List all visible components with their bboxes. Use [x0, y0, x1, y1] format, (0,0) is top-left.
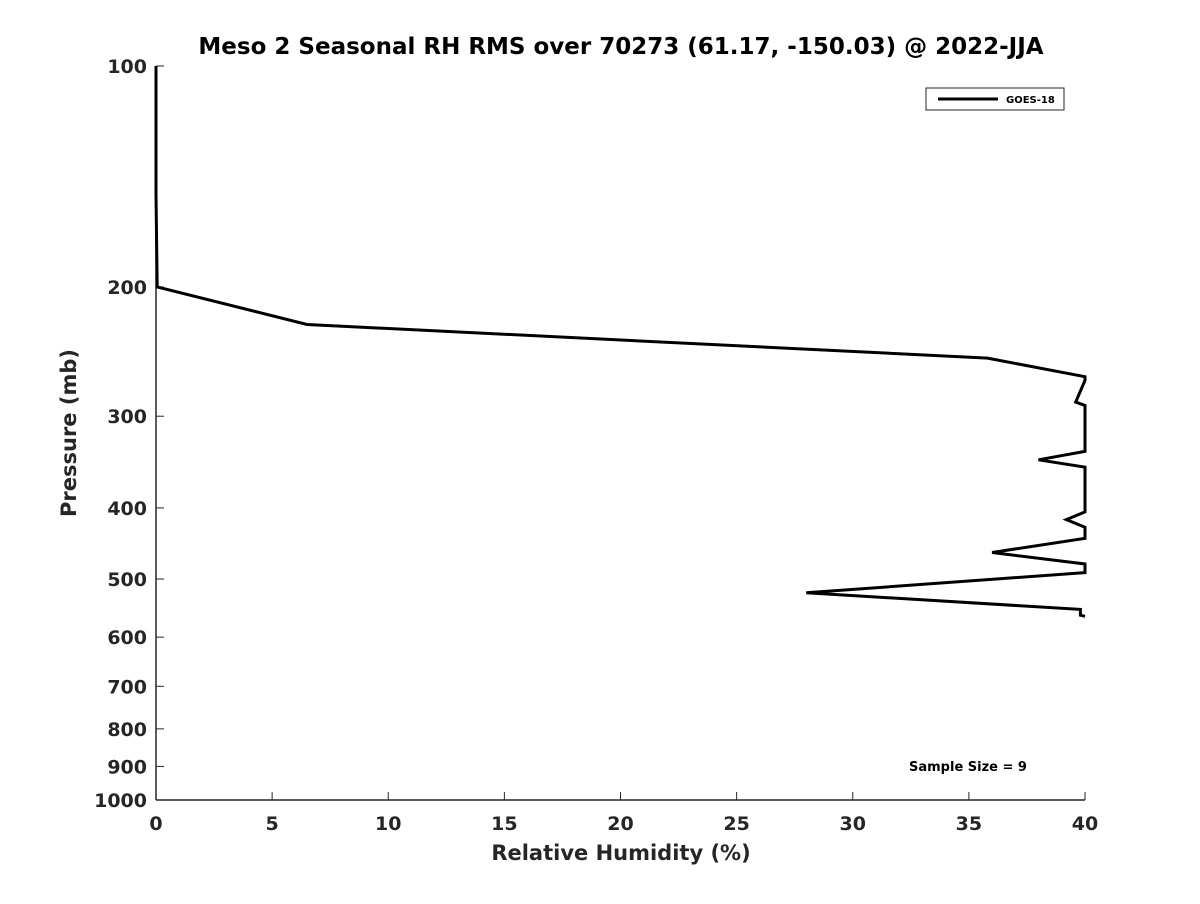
y-tick-label: 200 — [107, 277, 147, 299]
y-axis-label: Pressure (mb) — [57, 349, 81, 517]
y-tick-label: 700 — [107, 676, 147, 698]
legend-entry-label: GOES-18 — [1006, 95, 1055, 106]
legend: GOES-18 — [925, 87, 1065, 111]
x-tick-label: 40 — [1072, 813, 1098, 835]
series-line-goes-18 — [154, 66, 1087, 618]
y-tick-label: 400 — [107, 498, 147, 520]
y-tick-label: 500 — [107, 569, 147, 591]
x-tick-label: 30 — [840, 813, 866, 835]
series-lines — [154, 66, 1087, 618]
y-tick-label: 100 — [107, 56, 147, 78]
x-tick-label: 35 — [956, 813, 982, 835]
y-tick-label: 800 — [107, 719, 147, 741]
chart-title: Meso 2 Seasonal RH RMS over 70273 (61.17… — [198, 34, 1043, 60]
y-tick-label: 900 — [107, 756, 147, 778]
x-tick-label: 15 — [491, 813, 517, 835]
ticks: 0 5 10 15 20 25 30 35 40 100 200 300 400 500 600 700 800… — [94, 56, 1098, 835]
sample-size-annotation: Sample Size = 9 — [909, 760, 1027, 775]
x-tick-label: 0 — [149, 813, 162, 835]
x-tick-label: 5 — [266, 813, 279, 835]
x-tick-label: 20 — [607, 813, 633, 835]
x-tick-label: 25 — [723, 813, 749, 835]
y-tick-label: 300 — [107, 406, 147, 428]
axes — [155, 66, 1085, 801]
x-axis-label: Relative Humidity (%) — [491, 841, 750, 865]
x-tick-label: 10 — [375, 813, 401, 835]
y-tick-label: 600 — [107, 627, 147, 649]
y-tick-label: 1000 — [94, 790, 147, 812]
